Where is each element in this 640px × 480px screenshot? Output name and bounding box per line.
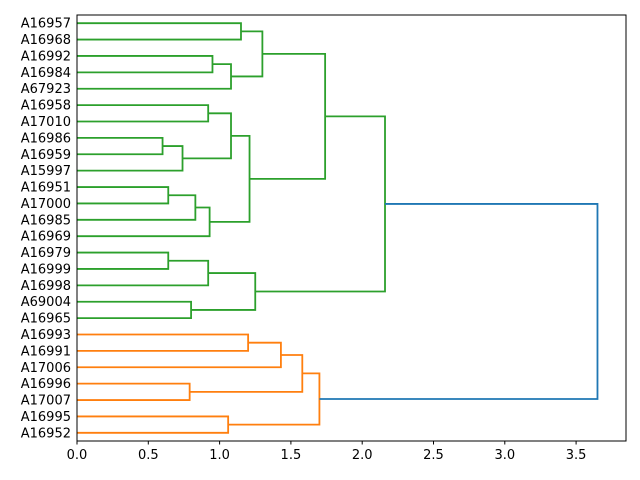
leaf-label: A67923 bbox=[21, 82, 71, 97]
x-axis-tick-label: 1.0 bbox=[209, 448, 230, 463]
axes-frame bbox=[76, 14, 627, 442]
leaf-label: A16995 bbox=[21, 410, 71, 425]
leaf-label: A16952 bbox=[21, 426, 71, 441]
leaf-label: A69004 bbox=[21, 295, 71, 310]
leaf-label: A16986 bbox=[21, 131, 71, 146]
dendrogram-link bbox=[189, 354, 304, 393]
leaf-labels-layer: A16957A16968A16992A16984A67923A16958A170… bbox=[21, 17, 71, 442]
dendrogram-link bbox=[77, 251, 170, 270]
leaf-label: A16984 bbox=[21, 66, 71, 81]
x-axis-tick-label: 1.5 bbox=[281, 448, 302, 463]
dendrogram-link bbox=[191, 272, 257, 311]
dendrogram-link bbox=[77, 63, 232, 90]
x-axis-tick-label: 2.5 bbox=[423, 448, 444, 463]
x-axis-tick-label: 0.0 bbox=[67, 448, 88, 463]
dendrogram-link bbox=[249, 53, 327, 180]
leaf-label: A16957 bbox=[21, 17, 71, 32]
dendrogram-link bbox=[77, 341, 282, 369]
dendrogram-link bbox=[228, 372, 321, 426]
dendrogram-link bbox=[209, 134, 251, 223]
leaf-label: A16998 bbox=[21, 279, 71, 294]
dendrogram-link bbox=[77, 145, 184, 172]
dendrogram-link bbox=[182, 112, 232, 160]
dendrogram-link bbox=[77, 186, 170, 205]
leaf-label: A17007 bbox=[21, 394, 71, 409]
x-axis-tick-label: 2.0 bbox=[352, 448, 373, 463]
dendrogram-link bbox=[77, 194, 197, 221]
dendrogram-link bbox=[77, 206, 211, 238]
dendrogram-link bbox=[77, 22, 242, 41]
leaf-label: A16996 bbox=[21, 377, 71, 392]
leaf-label: A16979 bbox=[21, 246, 71, 261]
leaf-label: A15997 bbox=[21, 164, 71, 179]
leaf-label: A16968 bbox=[21, 33, 71, 48]
leaf-label: A16958 bbox=[21, 99, 71, 114]
dendrogram-link bbox=[77, 136, 164, 156]
dendrogram-link bbox=[77, 333, 250, 352]
dendrogram-link bbox=[319, 203, 599, 400]
dendrogram-link bbox=[77, 55, 214, 74]
dendrogram-link bbox=[77, 382, 191, 401]
axis-layer: 0.0 0.5 1.0 1.5 2.0 2.5 3.0 3.5 bbox=[67, 14, 627, 463]
leaf-label: A16993 bbox=[21, 328, 71, 343]
dendrogram-links-layer bbox=[77, 22, 599, 434]
dendrogram-link bbox=[77, 259, 210, 287]
leaf-label: A16969 bbox=[21, 230, 71, 245]
dendrogram-link bbox=[255, 115, 386, 293]
leaf-label: A17000 bbox=[21, 197, 71, 212]
leaf-label: A17006 bbox=[21, 361, 71, 376]
dendrogram-link bbox=[77, 104, 210, 123]
dendrogram-link bbox=[77, 300, 192, 320]
leaf-label: A16951 bbox=[21, 181, 71, 196]
x-axis-tick-label: 3.5 bbox=[566, 448, 587, 463]
leaf-label: A16992 bbox=[21, 49, 71, 64]
dendrogram-link bbox=[77, 415, 230, 434]
leaf-label: A16959 bbox=[21, 148, 71, 163]
leaf-label: A16985 bbox=[21, 213, 71, 228]
x-axis-tick-label: 3.0 bbox=[494, 448, 515, 463]
leaf-label: A17010 bbox=[21, 115, 71, 130]
leaf-label: A16965 bbox=[21, 312, 71, 327]
dendrogram-link bbox=[231, 30, 264, 78]
leaf-label: A16999 bbox=[21, 262, 71, 277]
leaf-label: A16991 bbox=[21, 344, 71, 359]
x-axis-tick-label: 0.5 bbox=[138, 448, 159, 463]
